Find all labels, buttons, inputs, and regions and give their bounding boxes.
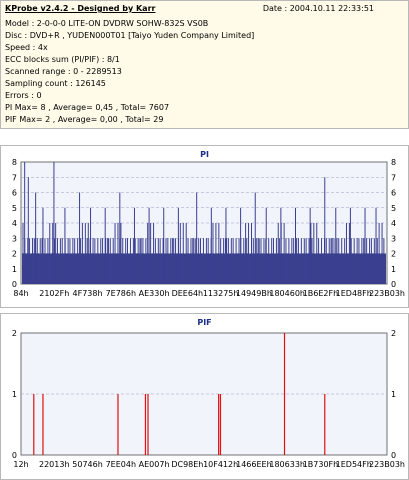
pi-stats-line: PI Max= 8 , Average= 0,45 , Total= 7607: [5, 103, 170, 112]
pif-xtick: 1ED54Fh: [336, 460, 372, 469]
pif-xtick: 7EE04h: [106, 460, 136, 469]
pi-xtick: 84h: [13, 289, 28, 298]
pi-xtick: 113275h: [203, 289, 239, 298]
pi-ytick-left: 7: [12, 173, 17, 182]
pi-xtick: 1B6E2Fh: [303, 289, 338, 298]
pi-ytick-left: 3: [12, 234, 17, 243]
pi-xtick: AE330h: [139, 289, 170, 298]
ecc-line: ECC blocks sum (PI/PIF) : 8/1: [5, 55, 120, 64]
pi-xtick: 7E786h: [106, 289, 136, 298]
pi-ytick-left: 4: [12, 219, 17, 228]
pi-ytick-left: 8: [12, 158, 17, 167]
pif-xtick: 1466EEh: [236, 460, 272, 469]
pi-ytick-right: 0: [391, 280, 396, 289]
pi-xtick: 2102Fh: [39, 289, 69, 298]
pi-ytick-left: 0: [12, 280, 17, 289]
app-title: KProbe v2.4.2 - Designed by Karr: [5, 4, 156, 13]
pi-ytick-right: 8: [391, 158, 396, 167]
pi-ytick-left: 5: [12, 204, 17, 213]
sampling-line: Sampling count : 126145: [5, 79, 106, 88]
scan-date: Date : 2004.10.11 22:33:51: [262, 4, 374, 13]
pi-ytick-right: 4: [391, 219, 396, 228]
pif-xtick: DC98Eh: [171, 460, 203, 469]
pi-xtick: 1ED48Fh: [336, 289, 372, 298]
pi-xtick: 4F738h: [73, 289, 103, 298]
pi-chart-title: PI: [200, 150, 209, 159]
model-line: Model : 2-0-0-0 LITE-ON DVDRW SOHW-832S …: [5, 19, 209, 28]
pi-ytick-left: 1: [12, 265, 17, 274]
pi-ytick-right: 7: [391, 173, 396, 182]
pi-xtick: 180460h: [269, 289, 305, 298]
pif-ytick-right: 2: [391, 329, 396, 338]
disc-info-panel: KProbe v2.4.2 - Designed by Karr Date : …: [0, 0, 409, 129]
speed-line: Speed : 4x: [5, 43, 48, 52]
pif-xtick: 10F412h: [203, 460, 238, 469]
pif-xtick: AE007h: [139, 460, 170, 469]
pi-chart-panel: PI 0 0 1 1 2 2 3 3 4 4 5 5 6 6 7 7 8 8 84h 2102Fh 4F738h 7E78…: [0, 145, 409, 308]
pif-xtick: 22013h: [39, 460, 70, 469]
pif-ytick-left: 1: [12, 390, 17, 399]
pi-ytick-right: 6: [391, 189, 396, 198]
pi-baseline-band: [22, 253, 386, 284]
pi-ytick-right: 3: [391, 234, 396, 243]
pi-ytick-left: 6: [12, 189, 17, 198]
pif-ytick-left: 2: [12, 329, 17, 338]
pif-ytick-right: 0: [391, 451, 396, 460]
pi-ytick-left: 2: [12, 250, 17, 259]
pi-chart: 0 0 1 1 2 2 3 3 4 4 5 5 6 6 7 7 8 8 84h 2102Fh 4F738h 7E786h A…: [12, 158, 405, 298]
pif-xtick: 1B730Fh: [303, 460, 339, 469]
pif-stats-line: PIF Max= 2 , Average= 0,00 , Total= 29: [5, 115, 164, 124]
pi-ytick-right: 5: [391, 204, 396, 213]
pif-chart-panel: PIF 0 0 1 1 2 2 12h 22013h 50746h 7EE04h AE007h DC9…: [0, 313, 409, 480]
pi-ytick-right: 1: [391, 265, 396, 274]
pif-chart-title: PIF: [197, 318, 212, 327]
pif-xtick: 180633h: [269, 460, 305, 469]
errors-line: Errors : 0: [5, 91, 42, 100]
pif-xtick: 12h: [13, 460, 28, 469]
pif-xtick: 50746h: [72, 460, 103, 469]
pi-ytick-right: 2: [391, 250, 396, 259]
pif-ytick-right: 1: [391, 390, 396, 399]
range-line: Scanned range : 0 - 2289513: [5, 67, 122, 76]
pif-xtick: 223B03h: [369, 460, 405, 469]
pi-xtick: 14949Bh: [236, 289, 272, 298]
pi-xtick: DEE64h: [172, 289, 204, 298]
pi-xtick: 223B03h: [369, 289, 405, 298]
disc-line: Disc : DVD+R , YUDEN000T01 [Taiyo Yuden …: [5, 31, 255, 40]
pif-ytick-left: 0: [12, 451, 17, 460]
